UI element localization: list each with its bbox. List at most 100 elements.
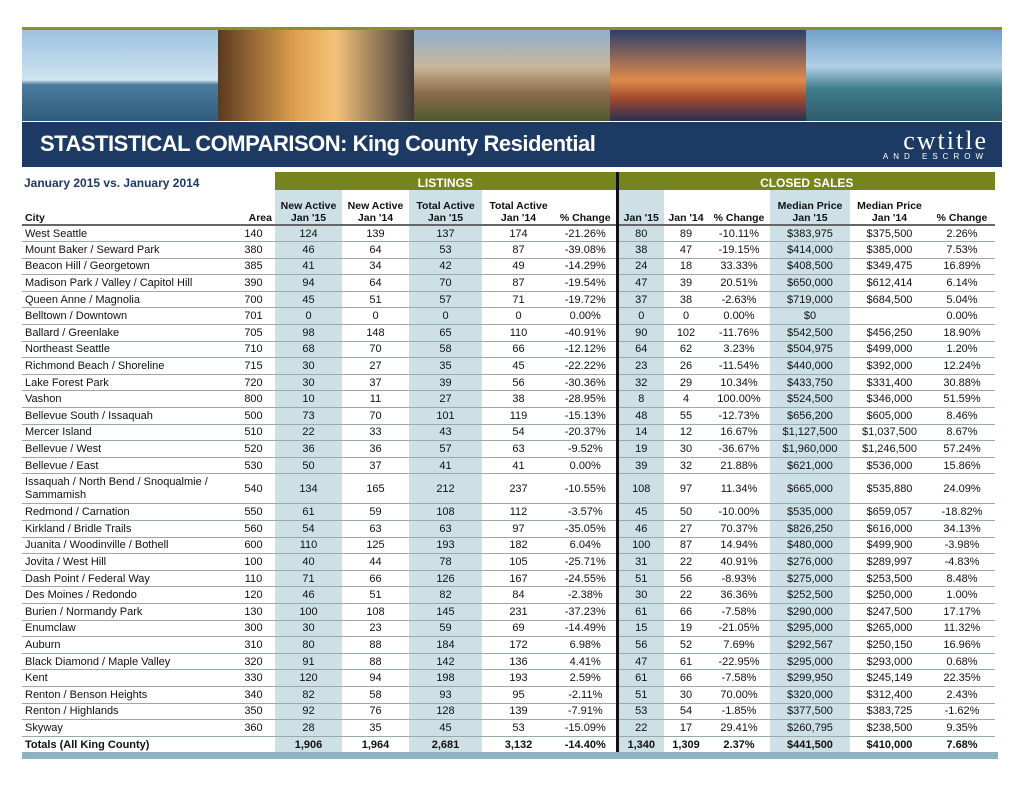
value-cell: 128	[409, 703, 482, 721]
value-cell: 62	[664, 341, 708, 359]
value-cell: $295,000	[770, 653, 850, 671]
value-cell: $383,975	[770, 225, 850, 243]
value-cell: 45	[615, 503, 664, 521]
value-cell: $312,400	[850, 686, 929, 704]
area-cell: 560	[232, 520, 275, 538]
value-cell: $299,950	[770, 669, 850, 687]
value-cell: -36.67%	[708, 440, 770, 458]
column-header: Median Price Jan '15	[770, 190, 850, 226]
value-cell: 89	[664, 225, 708, 243]
city-cell: Kent	[22, 669, 232, 687]
value-cell: 76	[342, 703, 409, 721]
value-cell: 34.13%	[929, 520, 995, 538]
value-cell: $331,400	[850, 374, 929, 392]
value-cell: $320,000	[770, 686, 850, 704]
column-header: % Change	[708, 190, 770, 226]
value-cell: 43	[409, 424, 482, 442]
value-cell: 184	[409, 636, 482, 654]
value-cell: 66	[664, 603, 708, 621]
column-header: Area	[232, 190, 275, 226]
value-cell: 30	[615, 586, 664, 604]
value-cell: 55	[664, 407, 708, 425]
city-cell: Enumclaw	[22, 620, 232, 638]
value-cell: 145	[409, 603, 482, 621]
value-cell: 80	[615, 225, 664, 243]
area-cell: 350	[232, 703, 275, 721]
value-cell: 56	[664, 570, 708, 588]
value-cell: $265,000	[850, 620, 929, 638]
column-header: Total Active Jan '15	[409, 190, 482, 226]
city-cell: Redmond / Carnation	[22, 503, 232, 521]
value-cell: $719,000	[770, 291, 850, 309]
city-cell: Black Diamond / Maple Valley	[22, 653, 232, 671]
value-cell: 95	[482, 686, 555, 704]
table-row: Renton / Benson Heights 340 82 58 93 95 -2.11%…	[22, 686, 995, 704]
value-cell: $612,414	[850, 274, 929, 292]
value-cell: $605,000	[850, 407, 929, 425]
value-cell: $659,057	[850, 503, 929, 521]
value-cell: 57	[409, 291, 482, 309]
value-cell: 3,132	[482, 736, 555, 754]
value-cell: $1,127,500	[770, 424, 850, 442]
value-cell: 108	[342, 603, 409, 621]
value-cell: 8	[615, 390, 664, 409]
city-cell: Mount Baker / Seward Park	[22, 241, 232, 259]
value-cell: 88	[342, 653, 409, 671]
city-cell: Juanita / Woodinville / Bothell	[22, 537, 232, 555]
value-cell: 100.00%	[708, 390, 770, 409]
value-cell: 108	[615, 473, 664, 505]
value-cell: 34	[342, 258, 409, 276]
value-cell: 8.46%	[929, 407, 995, 425]
value-cell: 28	[275, 719, 342, 737]
value-cell: 36	[342, 440, 409, 458]
value-cell: 174	[482, 225, 555, 243]
value-cell: $504,975	[770, 341, 850, 359]
city-cell: Vashon	[22, 390, 232, 409]
table-row: Renton / Highlands 350 92 76 128 139 -7.91% 53 5…	[22, 703, 995, 721]
value-cell: 61	[615, 603, 664, 621]
value-cell: $616,000	[850, 520, 929, 538]
table-row: Burien / Normandy Park 130 100 108 145 231 -37…	[22, 603, 995, 621]
table-row: Queen Anne / Magnolia 700 45 51 57 71 -19.72% 3…	[22, 291, 995, 309]
ferris-wheel-photo	[610, 30, 806, 121]
value-cell: 46	[615, 520, 664, 538]
value-cell: 8.67%	[929, 424, 995, 442]
column-header: Jan '15	[615, 190, 664, 226]
value-cell: $456,250	[850, 324, 929, 342]
area-cell: 720	[232, 374, 275, 392]
area-cell: 540	[232, 473, 275, 505]
value-cell: 124	[275, 225, 342, 243]
area-cell: 130	[232, 603, 275, 621]
value-cell: -10.55%	[555, 473, 617, 505]
value-cell: $665,000	[770, 473, 850, 505]
value-cell: 26	[664, 357, 708, 375]
value-cell: 97	[664, 473, 708, 505]
value-cell: $276,000	[770, 553, 850, 571]
value-cell: 41	[275, 258, 342, 276]
area-cell: 710	[232, 341, 275, 359]
value-cell: 41	[482, 457, 555, 475]
value-cell: -30.36%	[555, 374, 617, 392]
value-cell: -18.82%	[929, 503, 995, 521]
value-cell: 51	[615, 686, 664, 704]
value-cell: 12	[664, 424, 708, 442]
value-cell: 0	[409, 307, 482, 326]
value-cell: -11.54%	[708, 357, 770, 375]
value-cell: 5.04%	[929, 291, 995, 309]
value-cell: 15	[615, 620, 664, 638]
sailboats-photo	[22, 30, 218, 121]
table-row: Ballard / Greenlake 705 98 148 65 110 -40.91% 9…	[22, 324, 995, 342]
value-cell: 139	[342, 225, 409, 243]
title-bar: STASTISTICAL COMPARISON: King County Res…	[22, 122, 1002, 167]
value-cell: 61	[664, 653, 708, 671]
value-cell: 70.00%	[708, 686, 770, 704]
value-cell: 14.94%	[708, 537, 770, 555]
value-cell: 30	[275, 374, 342, 392]
table-row: West Seattle 140 124 139 137 174 -21.26% 80 89 -1…	[22, 225, 995, 243]
value-cell: 70.37%	[708, 520, 770, 538]
value-cell: 0.00%	[929, 307, 995, 326]
value-cell: $410,000	[850, 736, 929, 754]
value-cell: 30	[664, 686, 708, 704]
table-row: Bellevue South / Issaquah 500 73 70 101 119 -1…	[22, 407, 995, 425]
value-cell: 98	[275, 324, 342, 342]
